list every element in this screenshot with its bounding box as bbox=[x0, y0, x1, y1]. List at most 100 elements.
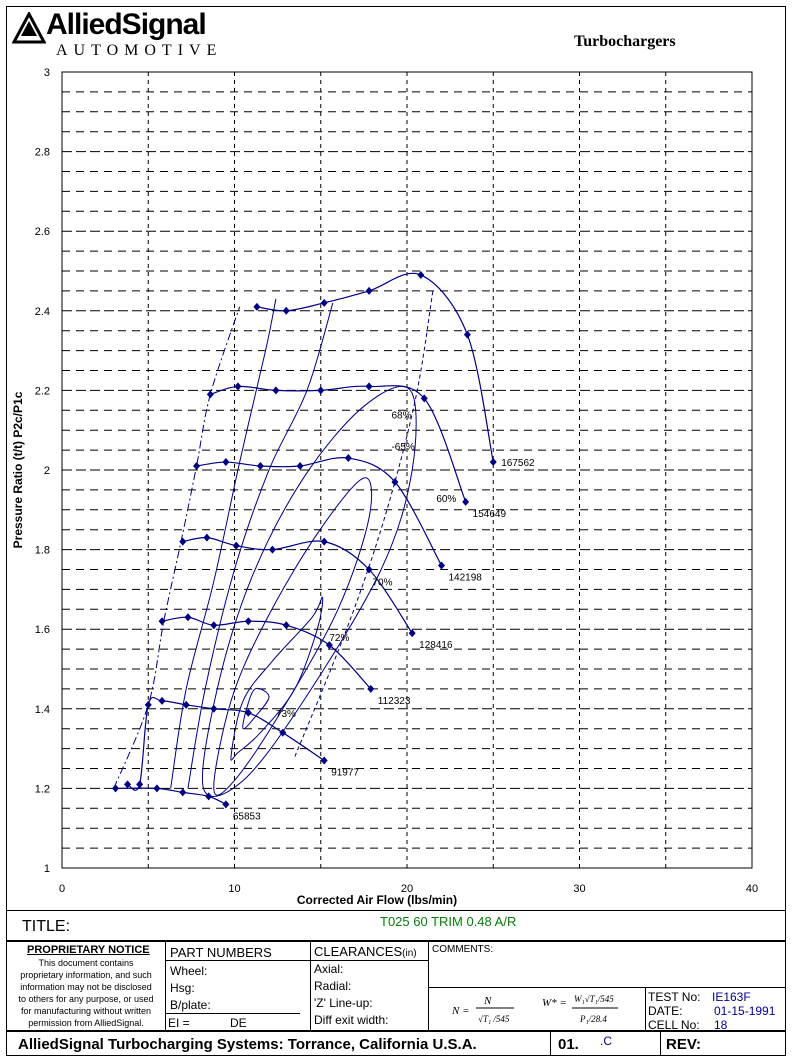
data-point-marker bbox=[244, 708, 252, 717]
data-point-marker bbox=[463, 330, 471, 339]
divider bbox=[166, 1013, 300, 1014]
x-tick-label: 40 bbox=[746, 883, 758, 895]
data-point-marker bbox=[489, 458, 497, 467]
ei-label: EI = bbox=[168, 1016, 190, 1030]
svg-text:W₁√T₁/545: W₁√T₁/545 bbox=[574, 994, 614, 1004]
x-axis-label: Corrected Air Flow (lbs/min) bbox=[297, 893, 457, 907]
footer-company: AlliedSignal Turbocharging Systems: Torr… bbox=[18, 1036, 477, 1053]
data-point-marker bbox=[317, 386, 325, 395]
data-point-marker bbox=[462, 497, 470, 506]
date-label: DATE: bbox=[648, 1004, 683, 1018]
efficiency-label: 68% bbox=[391, 410, 411, 421]
efficiency-label: 70% bbox=[373, 577, 393, 588]
data-point-marker bbox=[210, 704, 218, 713]
data-point-marker bbox=[193, 462, 201, 471]
speed-label: 142198 bbox=[449, 573, 483, 584]
formula-image: N = N √T₁ /545 W* = W₁√T₁/545 P₁/28.4 bbox=[451, 994, 618, 1024]
efficiency-island bbox=[242, 687, 270, 730]
radial-label: Radial: bbox=[314, 979, 352, 993]
efficiency-island bbox=[187, 302, 334, 789]
y-tick-label: 3 bbox=[44, 67, 50, 79]
speed-label: 112323 bbox=[378, 696, 411, 707]
title-value: T025 60 TRIM 0.48 A/R bbox=[380, 914, 517, 929]
alliedsignal-logo-icon bbox=[12, 12, 46, 44]
data-point-marker bbox=[144, 700, 152, 709]
speed-line bbox=[210, 385, 467, 503]
data-point-marker bbox=[182, 700, 190, 709]
y-tick-label: 2.6 bbox=[35, 226, 50, 238]
data-point-marker bbox=[391, 477, 399, 486]
divider bbox=[6, 910, 786, 911]
divider bbox=[550, 1030, 551, 1056]
data-point-marker bbox=[365, 565, 373, 574]
data-point-marker bbox=[417, 270, 425, 279]
clearances-unit: (in) bbox=[402, 948, 417, 959]
notice-line: permission from AlliedSignal. bbox=[28, 1018, 144, 1028]
data-point-marker bbox=[179, 788, 187, 797]
notice-line: information may not be disclosed bbox=[20, 982, 152, 992]
efficiency-island bbox=[213, 477, 373, 796]
data-point-marker bbox=[179, 537, 187, 546]
brand-subtitle: AUTOMOTIVE bbox=[56, 42, 223, 59]
page-title: Turbochargers bbox=[574, 33, 676, 50]
speed-label: 167562 bbox=[501, 458, 535, 469]
data-point-marker bbox=[296, 462, 304, 471]
title-label: TITLE: bbox=[22, 918, 71, 935]
divider bbox=[429, 987, 786, 988]
diff-exit-width-label: Diff exit width: bbox=[314, 1013, 389, 1027]
data-point-marker bbox=[205, 792, 213, 801]
y-tick-label: 1.4 bbox=[35, 704, 50, 716]
doc-suffix: .C bbox=[600, 1034, 612, 1048]
surge-line bbox=[113, 306, 241, 789]
data-point-marker bbox=[256, 462, 264, 471]
x-tick-label: 0 bbox=[59, 883, 65, 895]
test-no-value: IE163F bbox=[712, 990, 751, 1004]
svg-text:N: N bbox=[483, 995, 492, 1007]
wheel-label: Wheel: bbox=[170, 964, 208, 978]
choke-line bbox=[294, 290, 434, 757]
y-tick-label: 1.2 bbox=[35, 783, 50, 795]
data-point-marker bbox=[222, 458, 230, 467]
notice-line: for manufacturing without written bbox=[20, 1006, 152, 1016]
efficiency-island bbox=[230, 596, 324, 761]
data-point-marker bbox=[325, 641, 333, 650]
data-point-marker bbox=[158, 696, 166, 705]
data-point-marker bbox=[367, 684, 375, 693]
data-point-marker bbox=[320, 756, 328, 765]
y-tick-label: 2.2 bbox=[35, 385, 50, 397]
divider bbox=[660, 1030, 661, 1056]
speed-label: 128416 bbox=[419, 640, 453, 651]
data-point-marker bbox=[279, 728, 287, 737]
x-tick-label: 10 bbox=[228, 883, 240, 895]
notice-line: to others for any purpose, or used bbox=[18, 994, 154, 1004]
proprietary-notice: This document contains proprietary infor… bbox=[10, 957, 162, 1029]
test-no-label: TEST No: bbox=[648, 990, 701, 1004]
svg-text:√T₁ /545: √T₁ /545 bbox=[478, 1014, 510, 1024]
data-point-marker bbox=[244, 617, 252, 626]
data-point-marker bbox=[282, 306, 290, 315]
y-tick-label: 2 bbox=[44, 465, 50, 477]
data-point-marker bbox=[222, 800, 230, 809]
part-numbers-heading: PART NUMBERS bbox=[170, 945, 272, 960]
notice-line: proprietary information, and such bbox=[20, 970, 152, 980]
notice-line: This document contains bbox=[38, 958, 134, 968]
data-point-marker bbox=[268, 545, 276, 554]
y-axis-label: Pressure Ratio (t/t) P2c/P1c bbox=[11, 391, 25, 548]
cell-no-value: 18 bbox=[714, 1018, 728, 1032]
data-point-marker bbox=[124, 780, 132, 789]
efficiency-label: 73% bbox=[276, 709, 296, 720]
data-point-marker bbox=[184, 613, 192, 622]
svg-text:W* =: W* = bbox=[542, 997, 567, 1009]
efficiency-island bbox=[201, 385, 417, 797]
de-label: DE bbox=[230, 1016, 247, 1030]
date-value: 01-15-1991 bbox=[714, 1004, 776, 1018]
data-point-marker bbox=[272, 386, 280, 395]
data-point-marker bbox=[153, 784, 161, 793]
housing-label: Hsg: bbox=[170, 981, 195, 995]
x-tick-label: 20 bbox=[401, 883, 413, 895]
svg-text:N =: N = bbox=[451, 1005, 470, 1017]
divider bbox=[166, 960, 310, 961]
efficiency-label: -65% bbox=[391, 442, 414, 453]
speed-label: 91977 bbox=[331, 768, 359, 779]
